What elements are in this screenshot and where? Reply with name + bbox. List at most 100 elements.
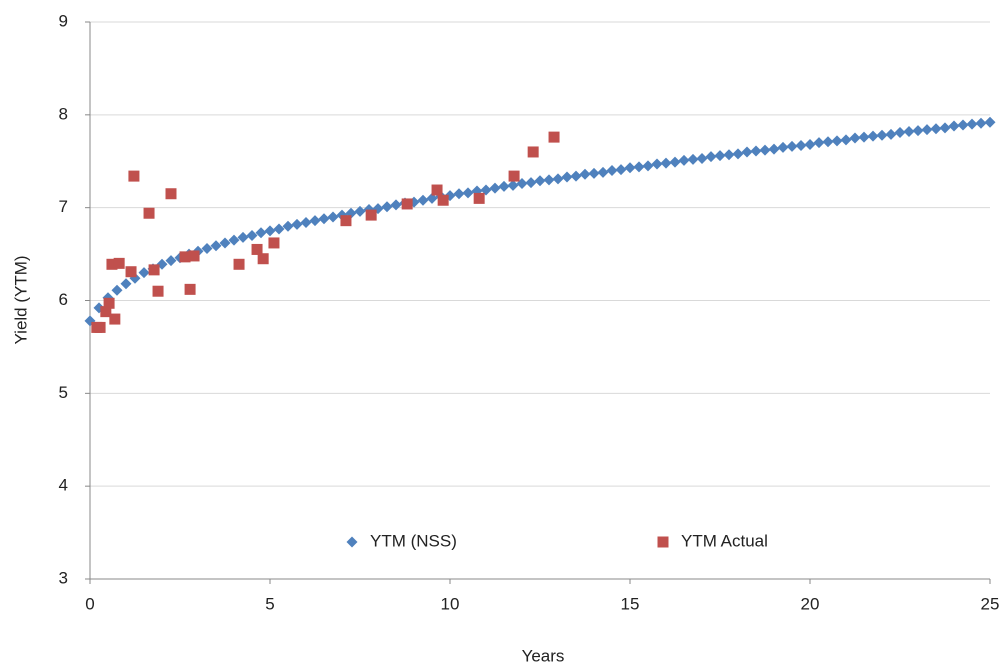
y-tick-label: 5 (59, 383, 68, 402)
data-point (489, 182, 501, 194)
data-point (138, 267, 150, 279)
data-point (696, 152, 708, 164)
data-point (633, 161, 645, 173)
y-tick-label: 8 (59, 104, 68, 123)
data-point (822, 136, 834, 148)
data-point (381, 201, 393, 213)
x-axis-label: Years (522, 646, 565, 665)
legend-label: YTM Actual (681, 531, 768, 550)
data-point (426, 192, 438, 204)
data-point (125, 266, 137, 278)
data-point (840, 134, 852, 146)
data-point (462, 187, 474, 199)
data-point (473, 192, 485, 204)
data-point (624, 162, 636, 174)
data-point (255, 227, 267, 239)
data-point (714, 150, 726, 162)
data-point (588, 167, 600, 179)
data-point (894, 126, 906, 138)
data-point (786, 140, 798, 152)
data-point (201, 243, 213, 255)
data-point (264, 225, 276, 237)
data-point (228, 234, 240, 246)
data-point (678, 154, 690, 166)
y-tick-label: 6 (59, 290, 68, 309)
data-point (579, 168, 591, 180)
x-tick-label: 5 (265, 594, 274, 613)
x-tick-label: 10 (441, 594, 460, 613)
y-axis-label: Yield (YTM) (11, 255, 30, 344)
data-point (365, 209, 377, 221)
data-point (188, 250, 200, 262)
data-point (527, 146, 539, 158)
data-point (597, 166, 609, 178)
data-point (246, 230, 258, 242)
data-point (128, 170, 140, 182)
y-tick-label: 9 (59, 11, 68, 30)
data-point (498, 180, 510, 192)
data-point (750, 145, 762, 157)
data-point (741, 146, 753, 158)
data-point (606, 165, 618, 177)
y-tick-label: 4 (59, 476, 68, 495)
data-point (651, 158, 663, 170)
data-point (507, 179, 519, 191)
data-point (831, 135, 843, 147)
data-point (966, 118, 978, 130)
data-point (858, 131, 870, 143)
data-point (777, 141, 789, 153)
y-tick-label: 7 (59, 197, 68, 216)
data-point (113, 257, 125, 269)
data-point (390, 199, 402, 211)
data-point (184, 283, 196, 295)
data-point (165, 188, 177, 200)
data-point (143, 207, 155, 219)
data-point (453, 188, 465, 200)
data-point (552, 173, 564, 185)
data-point (795, 139, 807, 151)
data-point (417, 194, 429, 206)
data-point (660, 157, 672, 169)
data-point (705, 151, 717, 163)
x-tick-label: 15 (621, 594, 640, 613)
data-point (615, 164, 627, 176)
data-point (543, 174, 555, 186)
data-point (165, 255, 177, 267)
data-point (508, 170, 520, 182)
data-point (152, 285, 164, 297)
data-point (273, 223, 285, 235)
data-point (930, 123, 942, 135)
data-point (939, 122, 951, 134)
data-point (903, 126, 915, 138)
legend-marker (346, 536, 358, 548)
data-point (148, 264, 160, 276)
data-point (282, 220, 294, 232)
data-point (237, 231, 249, 243)
data-point (480, 184, 492, 196)
data-point (120, 278, 132, 290)
data-point (257, 253, 269, 265)
data-point (94, 321, 106, 333)
x-tick-label: 20 (801, 594, 820, 613)
data-point (106, 258, 118, 270)
data-point (642, 160, 654, 172)
x-tick-label: 0 (85, 594, 94, 613)
data-point (318, 213, 330, 225)
data-point (957, 119, 969, 131)
data-point (354, 205, 366, 217)
data-point (251, 243, 263, 255)
x-tick-label: 25 (981, 594, 1000, 613)
legend-marker (657, 536, 669, 548)
data-point (849, 132, 861, 144)
data-point (948, 120, 960, 132)
data-point (984, 116, 996, 128)
data-point (219, 237, 231, 249)
data-point (975, 117, 987, 129)
data-point (109, 313, 121, 325)
data-point (179, 251, 191, 263)
data-point (268, 237, 280, 249)
data-point (340, 215, 352, 227)
y-tick-label: 3 (59, 568, 68, 587)
data-point (561, 171, 573, 183)
data-point (669, 156, 681, 168)
